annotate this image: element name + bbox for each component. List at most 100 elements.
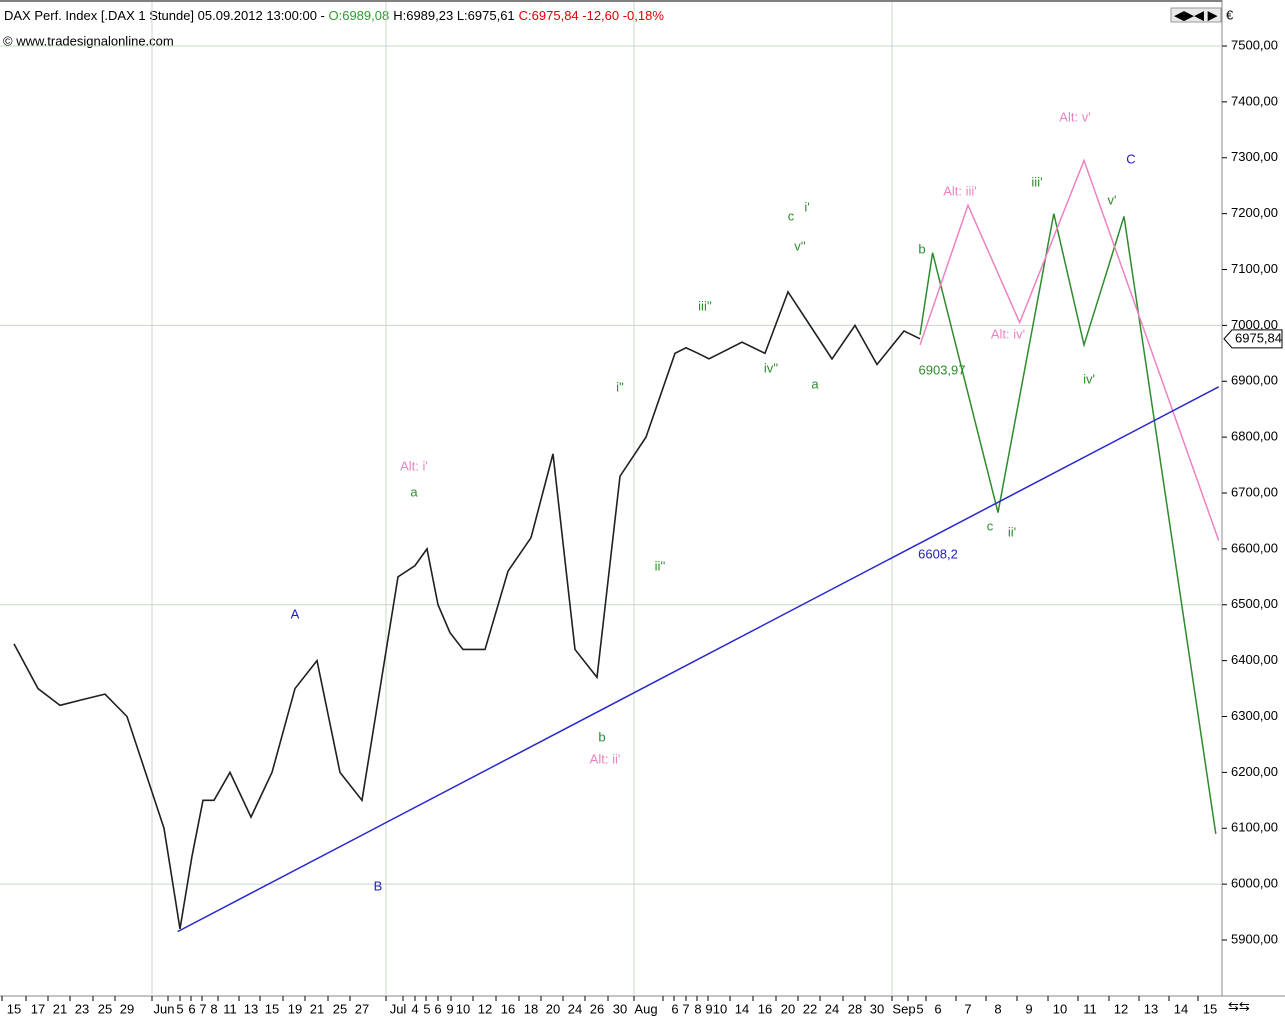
x-tick-label: 14 xyxy=(1174,1001,1188,1016)
x-tick-label: 7 xyxy=(682,1001,689,1016)
y-tick-label: 5900,00 xyxy=(1231,931,1278,946)
y-tick-label: 6200,00 xyxy=(1231,764,1278,779)
nav-button[interactable] xyxy=(1170,7,1222,23)
x-tick-label: 26 xyxy=(590,1001,604,1016)
x-tick-label: 15 xyxy=(7,1001,21,1016)
y-tick-label: 7100,00 xyxy=(1231,261,1278,276)
x-tick-label: 11 xyxy=(223,1001,237,1016)
x-tick-label: 8 xyxy=(994,1001,1001,1016)
x-tick-label: 5 xyxy=(176,1001,183,1016)
wave-label: iii' xyxy=(1031,174,1042,189)
x-tick-label: 6 xyxy=(934,1001,941,1016)
y-tick-label: 6500,00 xyxy=(1231,596,1278,611)
x-tick-label: 25 xyxy=(333,1001,347,1016)
x-tick-label: 20 xyxy=(546,1001,560,1016)
x-tick-label: 9 xyxy=(1025,1001,1032,1016)
wave-label: ii'' xyxy=(655,558,666,573)
x-tick-label: 8 xyxy=(694,1001,701,1016)
wave-label: iii'' xyxy=(698,298,712,313)
x-tick-label: 10 xyxy=(456,1001,470,1016)
wave-label: iv'' xyxy=(764,360,778,375)
wave-label: Alt: v' xyxy=(1059,109,1090,124)
wave-label: iv' xyxy=(1083,371,1095,386)
header-open: O:6989,08 xyxy=(329,8,390,23)
wave-label: c xyxy=(987,518,994,533)
y-tick-label: 6700,00 xyxy=(1231,484,1278,499)
wave-label: B xyxy=(374,878,383,893)
x-tick-label: 17 xyxy=(31,1001,45,1016)
y-tick-label: 7500,00 xyxy=(1231,37,1278,52)
x-tick-label: 9 xyxy=(705,1001,712,1016)
x-tick-label: Aug xyxy=(634,1001,657,1016)
price-tag xyxy=(1223,329,1283,349)
x-tick-label: 28 xyxy=(848,1001,862,1016)
x-tick-label: 15 xyxy=(1203,1001,1217,1016)
x-tick-label: 16 xyxy=(501,1001,515,1016)
x-tick-label: 24 xyxy=(568,1001,582,1016)
x-tick-label: 15 xyxy=(265,1001,279,1016)
y-tick-label: 6800,00 xyxy=(1231,429,1278,444)
header-close: C:6975,84 -12,60 -0,18% xyxy=(519,8,665,23)
wave-label: Alt: iv' xyxy=(991,326,1025,341)
wave-label: Alt: iii' xyxy=(943,183,977,198)
wave-label: i' xyxy=(804,199,809,214)
price-line xyxy=(13,290,921,929)
y-tick-label: 7000,00 xyxy=(1231,317,1278,332)
wave-label: ii' xyxy=(1008,524,1016,539)
y-tick-label: 7200,00 xyxy=(1231,205,1278,220)
x-tick-label: 14 xyxy=(735,1001,749,1016)
y-tick-label: 7400,00 xyxy=(1231,93,1278,108)
price-tag-label: 6975,84 xyxy=(1235,330,1282,345)
y-tick-label: 6900,00 xyxy=(1231,373,1278,388)
wave-label: b xyxy=(918,241,925,256)
y-tick-label: 7300,00 xyxy=(1231,149,1278,164)
scroll-icon[interactable]: ⇆⇆ xyxy=(1228,998,1250,1013)
wave-label: i'' xyxy=(616,379,624,394)
x-tick-label: 22 xyxy=(803,1001,817,1016)
header: DAX Perf. Index [.DAX 1 Stunde] 05.09.20… xyxy=(4,8,664,23)
nav-buttons[interactable]: ◀▶◀ ▶ xyxy=(1170,7,1222,23)
wave-label: A xyxy=(291,606,300,621)
projection-line xyxy=(919,213,1217,834)
x-tick-label: 13 xyxy=(1144,1001,1158,1016)
y-tick-label: 6400,00 xyxy=(1231,652,1278,667)
y-tick-label: 6300,00 xyxy=(1231,708,1278,723)
x-tick-label: 4 xyxy=(411,1001,418,1016)
currency: € xyxy=(1226,7,1234,22)
x-tick-label: 21 xyxy=(310,1001,324,1016)
x-tick-label: 18 xyxy=(524,1001,538,1016)
x-tick-label: Jun xyxy=(154,1001,175,1016)
wave-label: 6608,2 xyxy=(918,546,958,561)
frame xyxy=(0,0,1222,2)
wave-label: a xyxy=(410,484,418,499)
nav-icon: ◀▶◀ ▶ xyxy=(1174,7,1218,22)
x-tick-label: 20 xyxy=(781,1001,795,1016)
x-tick-label: 10 xyxy=(1053,1001,1067,1016)
wave-label: 6903,97 xyxy=(919,362,966,377)
wave-label: v' xyxy=(1108,192,1117,207)
x-tick-label: 10 xyxy=(713,1001,727,1016)
x-tick-label: 24 xyxy=(825,1001,839,1016)
projection-line xyxy=(177,386,1220,933)
x-tick-label: 29 xyxy=(120,1001,134,1016)
x-tick-label: 7 xyxy=(199,1001,206,1016)
x-tick-label: 5 xyxy=(916,1001,923,1016)
projection-line xyxy=(919,158,1220,541)
x-tick-label: 9 xyxy=(446,1001,453,1016)
wave-label: v'' xyxy=(794,238,805,253)
wave-label: C xyxy=(1126,151,1135,166)
watermark: © www.tradesignalonline.com xyxy=(3,33,174,48)
x-tick-label: 21 xyxy=(53,1001,67,1016)
x-tick-label: 23 xyxy=(75,1001,89,1016)
x-tick-label: 13 xyxy=(244,1001,258,1016)
wave-label: a xyxy=(811,376,819,391)
x-tick-label: 6 xyxy=(188,1001,195,1016)
wave-label: c xyxy=(788,208,795,223)
x-tick-label: Jul xyxy=(390,1001,407,1016)
x-tick-label: 30 xyxy=(613,1001,627,1016)
header-title: DAX Perf. Index [.DAX 1 Stunde] 05.09.20… xyxy=(4,8,329,23)
x-tick-label: 12 xyxy=(1114,1001,1128,1016)
x-tick-label: 25 xyxy=(98,1001,112,1016)
